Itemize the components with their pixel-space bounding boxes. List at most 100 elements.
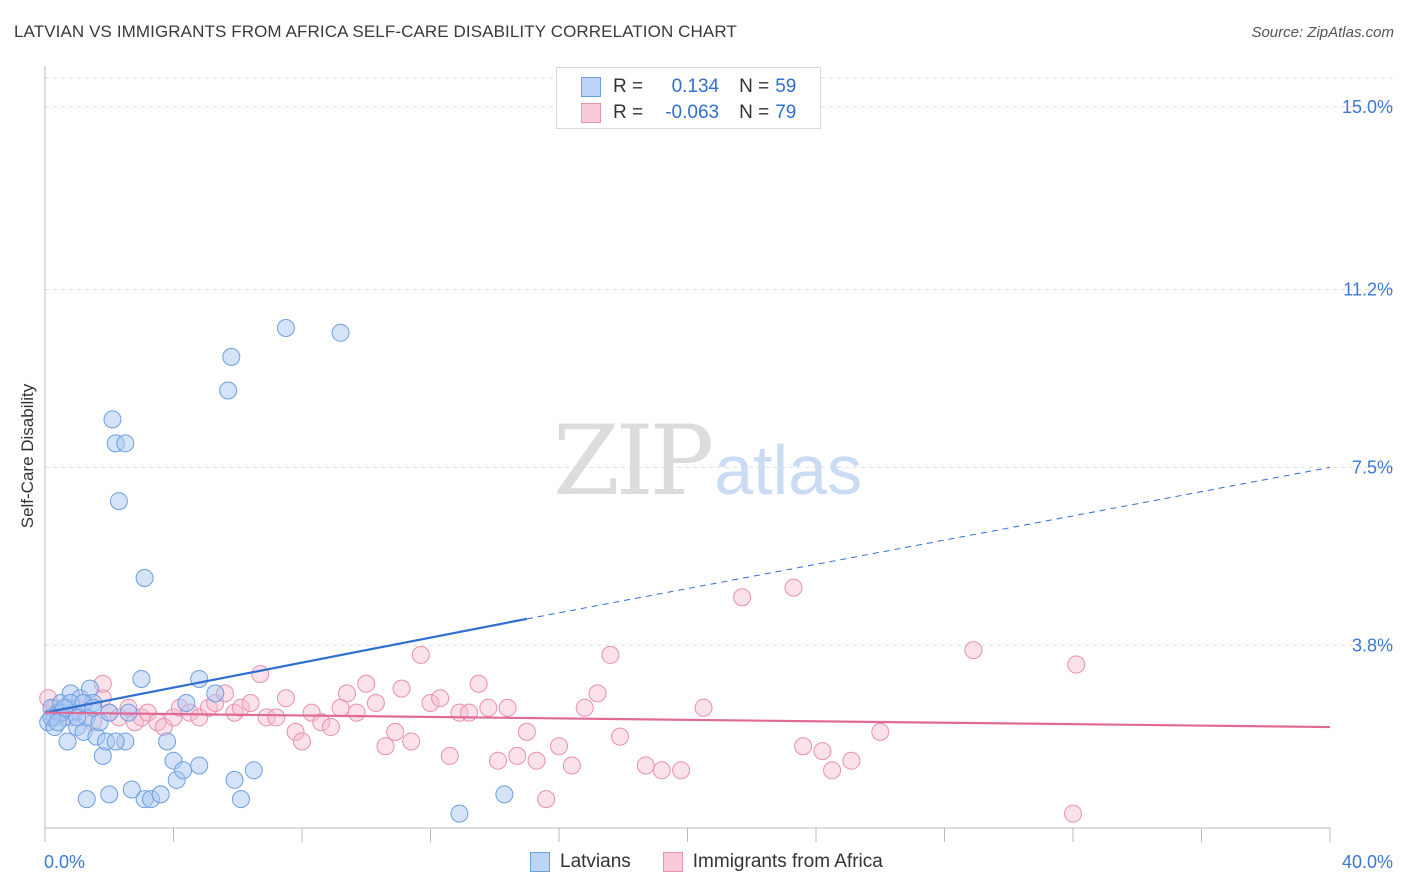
latvians-point (206, 684, 225, 703)
latvians-trend-extension (526, 466, 1331, 620)
africa-point (508, 746, 527, 765)
africa-point (257, 708, 276, 727)
africa-point (411, 645, 430, 664)
africa-trend-line (44, 711, 1331, 729)
africa-point (562, 756, 581, 775)
latvians-point (177, 694, 196, 712)
latvians-point (450, 804, 469, 823)
africa-point (601, 645, 620, 664)
r-label: R = (613, 76, 644, 97)
latvians-point (244, 761, 263, 780)
source-label: Source: ZipAtlas.com (1251, 24, 1394, 41)
africa-point (611, 727, 630, 746)
n-value-africa: 79 (775, 102, 797, 123)
africa-point (402, 732, 421, 751)
africa-point (694, 698, 713, 717)
r-value-africa: -0.063 (665, 102, 720, 123)
africa-point (823, 761, 842, 780)
y-tick-label: 7.5% (1352, 457, 1393, 477)
africa-point (498, 698, 517, 717)
africa-point (357, 674, 376, 693)
latvians-legend-swatch (530, 852, 550, 872)
series-legend: Latvians Immigrants from Africa (530, 851, 915, 873)
chart-title: LATVIAN VS IMMIGRANTS FROM AFRICA SELF-C… (14, 22, 737, 41)
africa-points (39, 578, 1086, 823)
n-label: N = (739, 102, 770, 123)
r-value-latvians: 0.134 (671, 76, 720, 97)
latvians-point (135, 569, 154, 587)
latvians-point (190, 756, 209, 775)
africa-point (794, 737, 813, 756)
latvians-point (231, 790, 250, 809)
latvians-point (132, 669, 151, 688)
africa-point (588, 684, 607, 703)
africa-point (527, 751, 546, 770)
africa-point (190, 708, 209, 727)
latvians-point (151, 785, 170, 804)
trend-lines (44, 466, 1331, 729)
africa-point (964, 641, 983, 660)
africa-point (376, 737, 395, 756)
africa-point (460, 703, 479, 722)
africa-point (347, 703, 366, 722)
africa-point (366, 694, 385, 712)
africa-point (302, 703, 321, 722)
africa-point (813, 742, 832, 761)
latvians-point (331, 323, 350, 342)
y-tick-label: 15.0% (1342, 97, 1393, 117)
africa-point (784, 578, 803, 597)
africa-point (488, 751, 507, 770)
legend-label-latvians: Latvians (560, 851, 631, 872)
africa-point (421, 694, 440, 712)
latvians-point (109, 492, 128, 511)
africa-point (251, 665, 270, 684)
latvians-swatch (581, 77, 601, 97)
y-tick-label: 3.8% (1352, 635, 1393, 655)
latvians-point (495, 785, 514, 804)
africa-point (392, 679, 411, 698)
africa-point (871, 722, 890, 741)
africa-point (733, 588, 752, 607)
africa-point (293, 732, 311, 751)
grid-lines (45, 77, 1395, 646)
africa-point (517, 722, 536, 741)
latvians-point (190, 669, 209, 688)
latvians-point (122, 780, 141, 799)
legend-row-latvians: R = 0.134 N = 59 (581, 75, 796, 99)
correlation-legend: R = 0.134 N = 59 R = -0.063 N = 79 (556, 67, 821, 129)
axes (44, 66, 1331, 842)
tick-labels: 3.8% 7.5% 11.2% 15.0% 0.0% 40.0% (44, 97, 1393, 872)
legend-item-latvians[interactable]: Latvians (530, 851, 631, 873)
africa-point (842, 751, 861, 770)
africa-point (241, 694, 260, 712)
africa-point (537, 790, 556, 809)
latvians-point (222, 347, 241, 366)
africa-point (672, 761, 691, 780)
africa-point (321, 718, 340, 737)
n-label: N = (739, 76, 770, 97)
latvians-point (116, 434, 135, 453)
africa-point (575, 698, 594, 717)
africa-point (337, 684, 356, 703)
africa-point (440, 746, 459, 765)
x-tick-label: 40.0% (1342, 852, 1393, 872)
r-label: R = (613, 102, 644, 123)
africa-point (231, 698, 250, 717)
legend-label-africa: Immigrants from Africa (692, 851, 883, 872)
latvians-point (77, 790, 96, 809)
africa-point (636, 756, 655, 775)
n-value-latvians: 59 (775, 76, 797, 97)
africa-point (276, 689, 295, 708)
latvians-point (225, 770, 244, 789)
latvians-point (276, 319, 295, 337)
africa-legend-swatch (662, 852, 683, 872)
x-tick-label: 0.0% (44, 852, 85, 872)
latvians-point (158, 732, 177, 751)
legend-item-africa[interactable]: Immigrants from Africa (662, 851, 883, 873)
latvians-point (219, 381, 238, 400)
africa-point (479, 698, 498, 717)
y-axis-label: Self-Care Disability (18, 383, 37, 529)
africa-swatch (581, 103, 601, 123)
legend-row-africa: R = -0.063 N = 79 (581, 101, 796, 125)
